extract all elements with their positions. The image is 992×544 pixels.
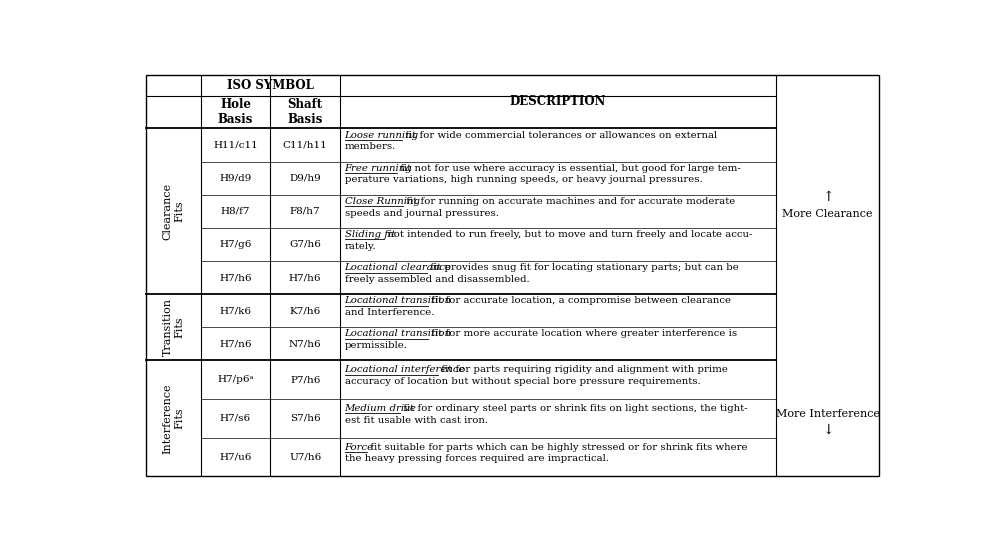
Text: fit for accurate location, a compromise between clearance: fit for accurate location, a compromise … <box>428 296 730 305</box>
Text: speeds and journal pressures.: speeds and journal pressures. <box>344 208 499 218</box>
Text: fit for wide commercial tolerances or allowances on external: fit for wide commercial tolerances or al… <box>402 131 717 140</box>
Text: not intended to run freely, but to move and turn freely and locate accu-: not intended to run freely, but to move … <box>384 230 752 239</box>
Text: fit for more accurate location where greater interference is: fit for more accurate location where gre… <box>428 330 737 338</box>
Text: perature variations, high running speeds, or heavy journal pressures.: perature variations, high running speeds… <box>344 175 702 184</box>
Text: fit for parts requiring rigidity and alignment with prime: fit for parts requiring rigidity and ali… <box>438 366 728 374</box>
Text: H7/p6ᵃ: H7/p6ᵃ <box>217 375 254 384</box>
Text: accuracy of location but without special bore pressure requirements.: accuracy of location but without special… <box>344 377 700 386</box>
Text: Transition
Fits: Transition Fits <box>163 298 184 356</box>
Text: S7/h6: S7/h6 <box>290 414 320 423</box>
Text: C11/h11: C11/h11 <box>283 140 327 150</box>
Text: F8/h7: F8/h7 <box>290 207 320 216</box>
Text: H7/u6: H7/u6 <box>219 453 252 462</box>
Text: Medium drive: Medium drive <box>344 404 417 413</box>
Text: H7/s6: H7/s6 <box>220 414 251 423</box>
Text: H7/h6: H7/h6 <box>219 273 252 282</box>
Text: Close Running: Close Running <box>344 197 420 206</box>
Text: rately.: rately. <box>344 242 376 251</box>
Text: Free running: Free running <box>344 164 413 173</box>
Text: U7/h6: U7/h6 <box>289 453 321 462</box>
Text: Locational transition: Locational transition <box>344 296 451 305</box>
Text: Force: Force <box>344 443 374 452</box>
Text: H7/k6: H7/k6 <box>219 306 252 315</box>
Text: D9/h9: D9/h9 <box>290 174 321 183</box>
Text: More Interference: More Interference <box>776 409 880 419</box>
Text: H9/d9: H9/d9 <box>219 174 252 183</box>
Text: ISO SYMBOL: ISO SYMBOL <box>227 79 313 92</box>
Text: K7/h6: K7/h6 <box>290 306 320 315</box>
Text: Shaft
Basis: Shaft Basis <box>288 98 322 126</box>
Text: Locational interference: Locational interference <box>344 366 465 374</box>
Text: ↓: ↓ <box>821 423 833 436</box>
Text: freely assembled and disassembled.: freely assembled and disassembled. <box>344 275 530 284</box>
Text: N7/h6: N7/h6 <box>289 339 321 348</box>
Text: More Clearance: More Clearance <box>783 209 873 219</box>
Text: and Interference.: and Interference. <box>344 308 434 317</box>
Text: Interference
Fits: Interference Fits <box>163 383 184 454</box>
Text: Locational transition: Locational transition <box>344 330 451 338</box>
Text: fit provides snug fit for locating stationary parts; but can be: fit provides snug fit for locating stati… <box>428 263 739 272</box>
Text: DESCRIPTION: DESCRIPTION <box>510 95 606 108</box>
Text: fit for running on accurate machines and for accurate moderate: fit for running on accurate machines and… <box>403 197 735 206</box>
Text: H7/g6: H7/g6 <box>219 240 252 249</box>
Text: Loose running: Loose running <box>344 131 419 140</box>
Text: G7/h6: G7/h6 <box>290 240 321 249</box>
Text: Locational clearance: Locational clearance <box>344 263 451 272</box>
Text: Hole
Basis: Hole Basis <box>218 98 253 126</box>
Text: ↑: ↑ <box>821 190 833 205</box>
Text: fit for ordinary steel parts or shrink fits on light sections, the tight-: fit for ordinary steel parts or shrink f… <box>401 404 748 413</box>
Text: H7/n6: H7/n6 <box>219 339 252 348</box>
Text: fit suitable for parts which can be highly stressed or for shrink fits where: fit suitable for parts which can be high… <box>367 443 748 452</box>
Text: Sliding fit: Sliding fit <box>344 230 395 239</box>
Text: P7/h6: P7/h6 <box>290 375 320 384</box>
Text: members.: members. <box>344 142 396 151</box>
Text: fit not for use where accuracy is essential, but good for large tem-: fit not for use where accuracy is essent… <box>397 164 741 173</box>
Text: H11/c11: H11/c11 <box>213 140 258 150</box>
Text: the heavy pressing forces required are impractical.: the heavy pressing forces required are i… <box>344 454 609 463</box>
Text: est fit usable with cast iron.: est fit usable with cast iron. <box>344 416 488 425</box>
Text: H8/f7: H8/f7 <box>221 207 250 216</box>
Text: H7/h6: H7/h6 <box>289 273 321 282</box>
Text: Clearance
Fits: Clearance Fits <box>163 183 184 240</box>
Text: permissible.: permissible. <box>344 341 408 350</box>
